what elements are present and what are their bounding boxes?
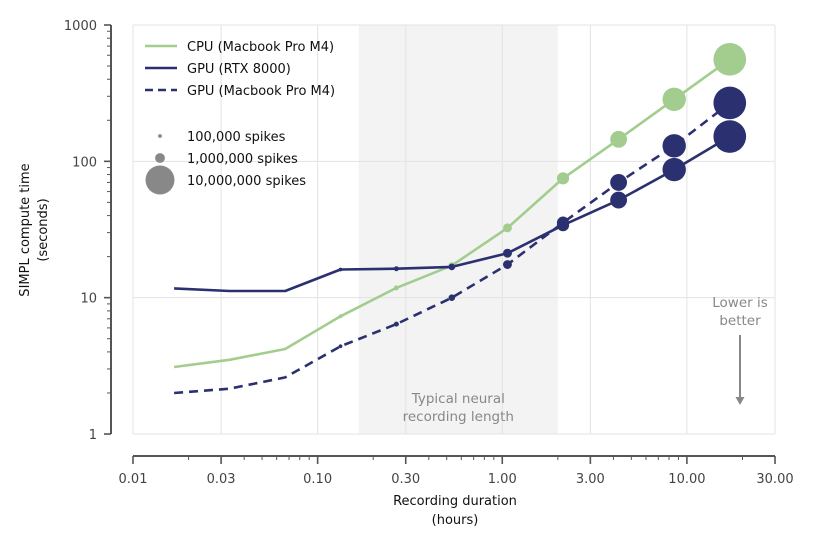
data-point-gpu-macbook-6 <box>503 260 512 269</box>
data-point-gpu-macbook-3 <box>338 344 343 349</box>
series-gpu-macbook <box>173 86 747 395</box>
data-point-gpu-rtx8000-3 <box>338 267 343 272</box>
legend-label-gpu-rtx: GPU (RTX 8000) <box>187 62 291 77</box>
data-point-cpu-macbook-3 <box>338 314 343 319</box>
data-point-cpu-macbook-4 <box>393 285 399 291</box>
shaded-region-typical-recording-length <box>358 25 558 434</box>
x-tick-label-4: 1.00 <box>488 472 517 487</box>
legend-size-label-100k: 100,000 spikes <box>187 130 286 145</box>
data-point-cpu-macbook-9 <box>662 87 686 112</box>
legend-item-gpu-rtx: GPU (RTX 8000) <box>145 62 291 77</box>
data-point-gpu-macbook-9 <box>662 134 686 158</box>
legend-size-marker-medium <box>155 153 165 163</box>
annotation-lower-is-better-line-1: Lower is <box>712 295 768 311</box>
legend-label-gpu-macbook: GPU (Macbook Pro M4) <box>187 84 335 99</box>
x-axis-title-line-1: Recording duration <box>393 494 517 509</box>
data-point-cpu-macbook-6 <box>503 223 512 233</box>
legend-item-cpu-macbook: CPU (Macbook Pro M4) <box>145 40 334 55</box>
series-gpu-rtx8000 <box>174 120 747 293</box>
data-point-gpu-rtx8000-5 <box>448 263 456 271</box>
y-tick-label-1: 10 <box>80 292 97 307</box>
x-tick-label-2: 0.10 <box>303 472 332 487</box>
y-axis-title-line-2: (seconds) <box>36 198 51 261</box>
legend-label-cpu: CPU (Macbook Pro M4) <box>187 40 334 55</box>
x-tick-label-5: 3.00 <box>576 472 605 487</box>
legend-size-marker-small <box>158 134 162 138</box>
legend-size-10m: 10,000,000 spikes <box>145 165 306 195</box>
x-tick-label-0: 0.01 <box>119 472 148 487</box>
data-point-gpu-rtx8000-9 <box>662 157 686 182</box>
x-tick-label-6: 10.00 <box>668 472 705 487</box>
data-point-cpu-macbook-7 <box>556 172 570 185</box>
legend-size-100k: 100,000 spikes <box>158 130 286 145</box>
x-axis-title-line-2: (hours) <box>432 513 479 528</box>
x-tick-label-1: 0.03 <box>207 472 236 487</box>
annotation-lower-is-better-line-2: better <box>719 313 761 329</box>
data-point-cpu-macbook-10 <box>713 42 747 76</box>
y-tick-label-3: 1000 <box>64 19 97 34</box>
shaded-region-label-line-1: Typical neural <box>411 391 505 407</box>
data-point-gpu-macbook-7 <box>556 216 570 229</box>
data-point-gpu-rtx8000-4 <box>393 266 399 272</box>
shaded-region-label-line-2: recording length <box>403 409 514 425</box>
data-point-gpu-macbook-5 <box>448 294 456 301</box>
x-tick-label-7: 30.00 <box>756 472 793 487</box>
data-point-gpu-rtx8000-8 <box>610 191 628 209</box>
data-point-gpu-macbook-10 <box>713 86 747 120</box>
y-tick-label-0: 1 <box>89 428 97 443</box>
legend: CPU (Macbook Pro M4) GPU (RTX 8000) GPU … <box>145 40 335 195</box>
data-point-gpu-macbook-8 <box>610 174 628 191</box>
legend-size-label-1m: 1,000,000 spikes <box>187 152 298 167</box>
legend-item-gpu-macbook: GPU (Macbook Pro M4) <box>145 84 335 99</box>
legend-size-label-10m: 10,000,000 spikes <box>187 174 306 189</box>
data-point-cpu-macbook-8 <box>610 130 628 148</box>
down-arrow-icon <box>735 335 745 405</box>
y-tick-label-2: 100 <box>72 155 97 170</box>
legend-size-1m: 1,000,000 spikes <box>155 152 298 167</box>
data-point-gpu-rtx8000-6 <box>503 248 512 258</box>
y-axis-title-line-1: SIMPL compute time <box>18 163 33 296</box>
legend-size-marker-large <box>145 165 175 195</box>
data-point-gpu-rtx8000-10 <box>713 120 747 153</box>
data-point-gpu-macbook-4 <box>393 321 399 327</box>
series-line-gpu-macbook <box>173 101 731 395</box>
x-tick-label-3: 0.30 <box>391 472 420 487</box>
